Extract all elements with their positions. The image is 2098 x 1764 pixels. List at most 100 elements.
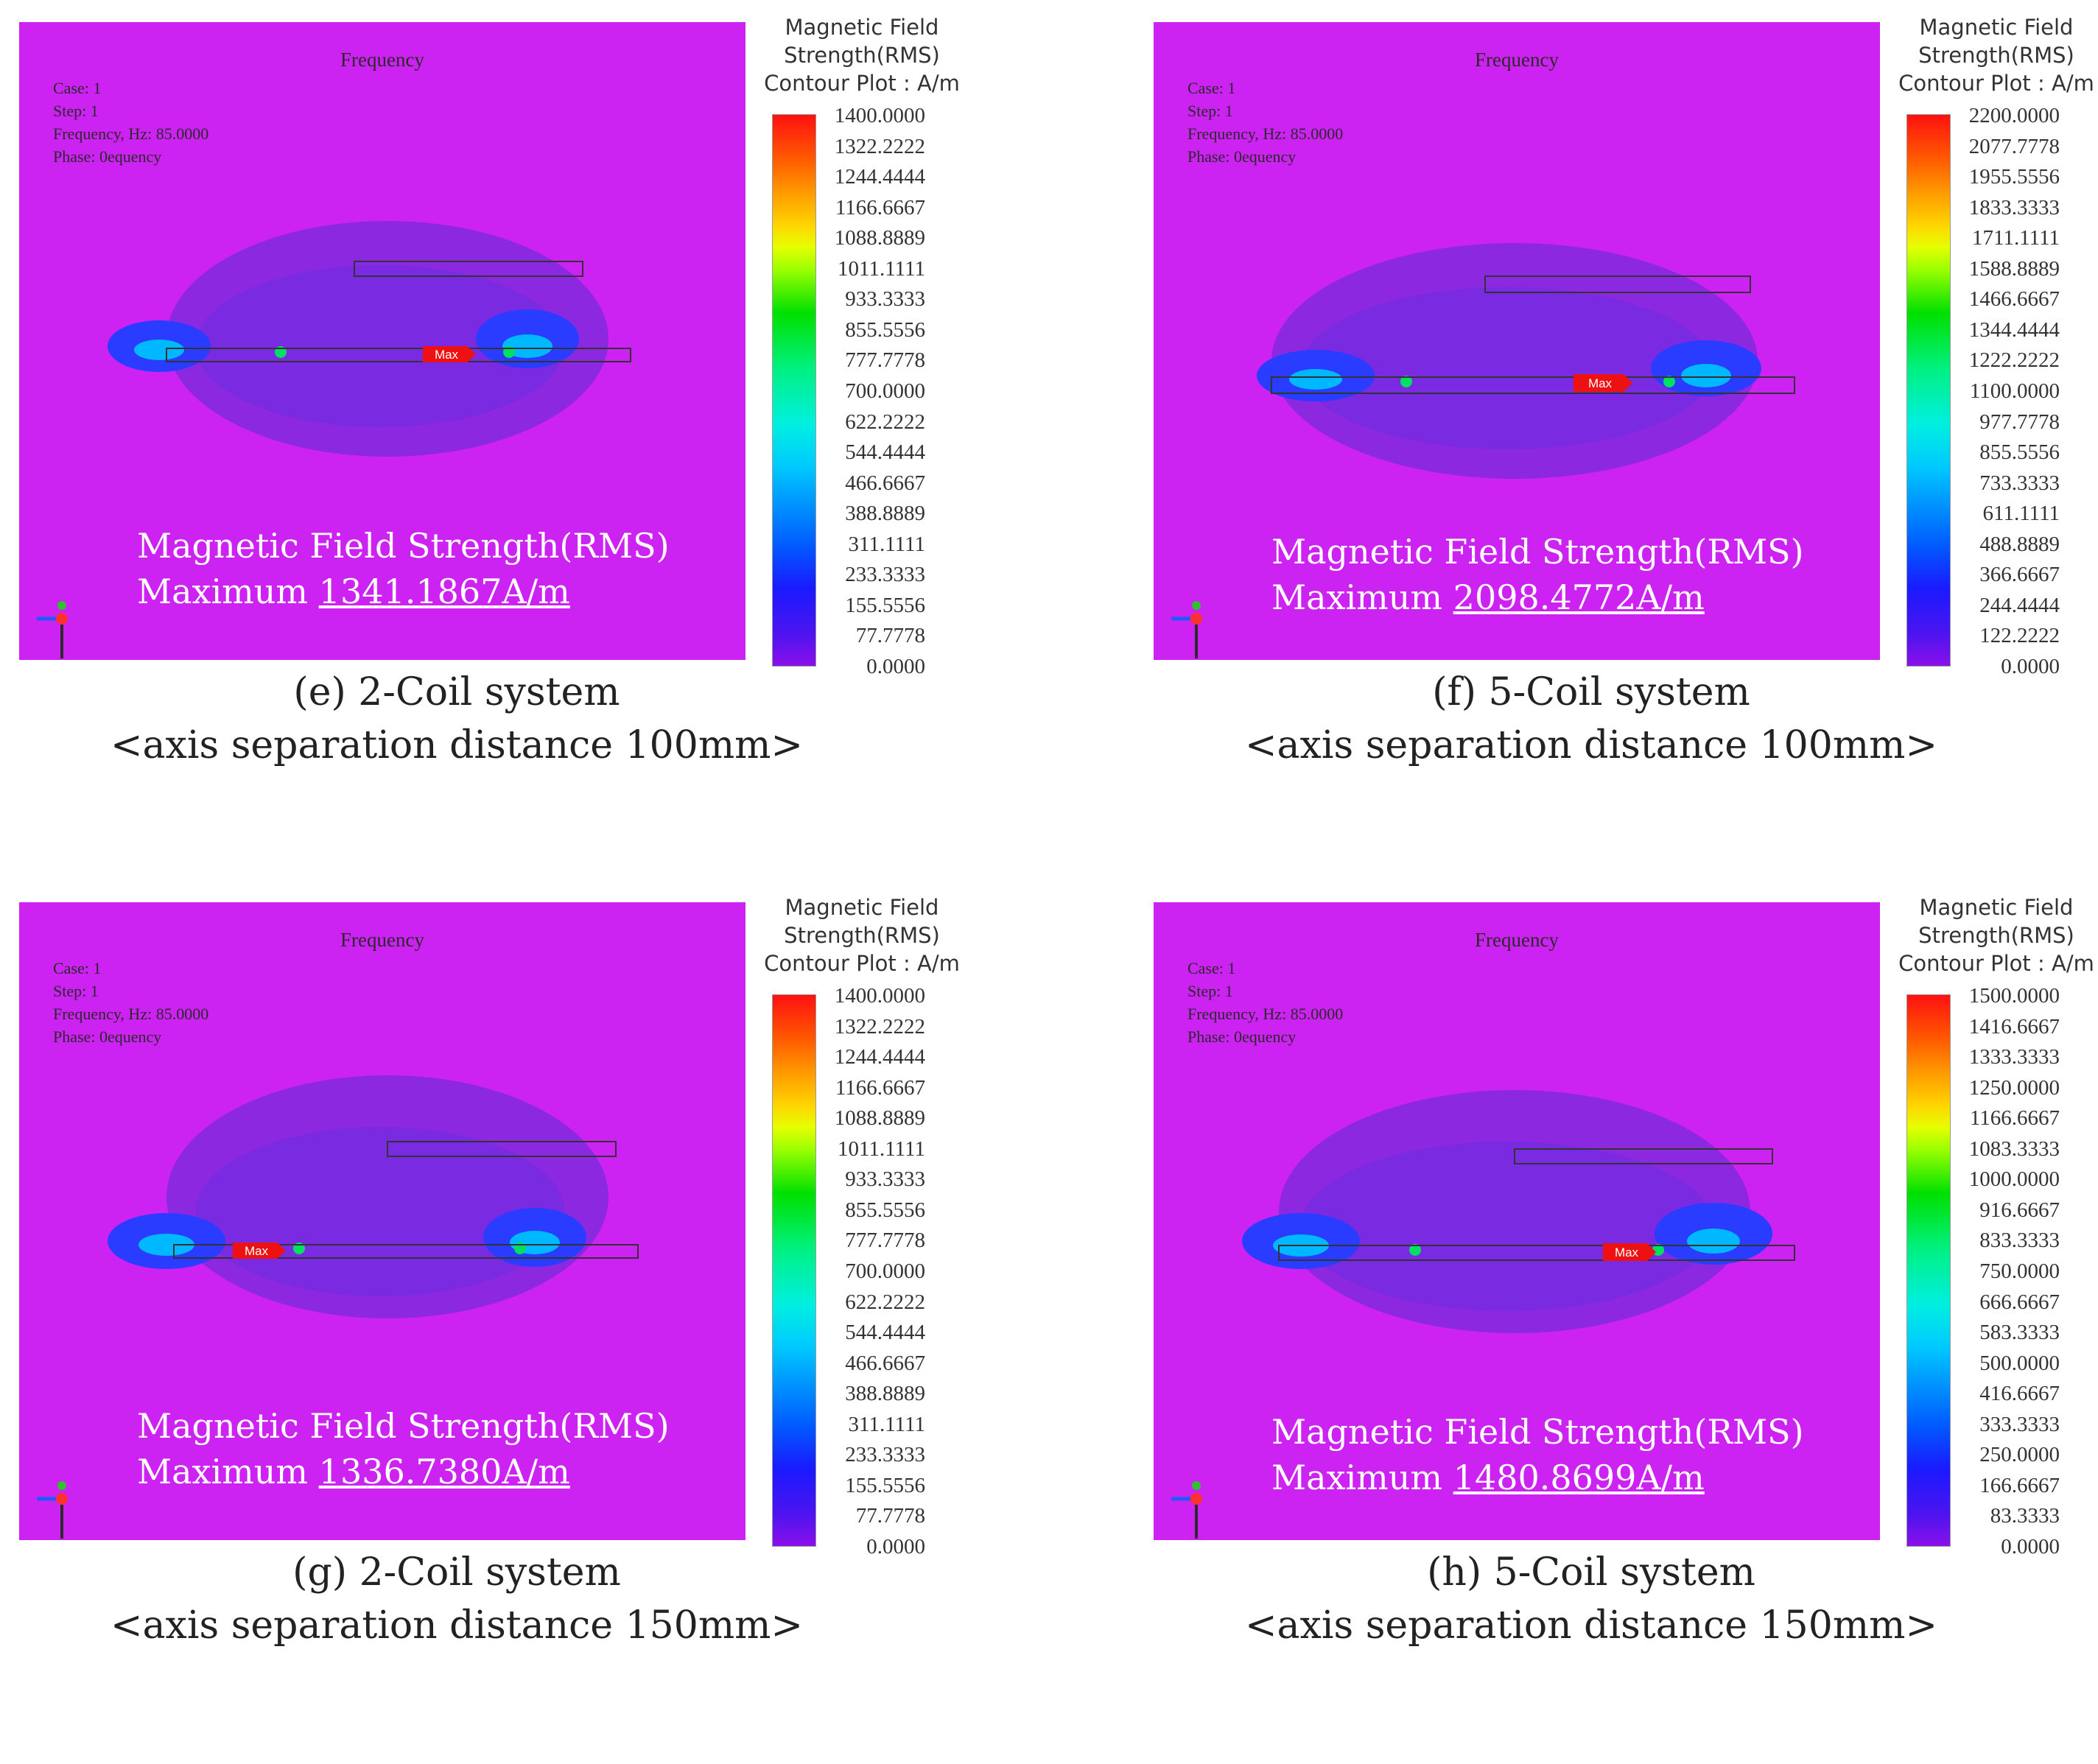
legend-tick: 1244.4444 xyxy=(834,165,925,189)
overlay-title: Magnetic Field Strength(RMS) xyxy=(1271,532,1804,572)
overlay-title: Magnetic Field Strength(RMS) xyxy=(1271,1412,1804,1452)
legend-title: Magnetic Field Strength(RMS) Contour Plo… xyxy=(1886,893,2098,977)
legend-tick: 1333.3333 xyxy=(1968,1045,2060,1069)
overlay-max-value: 1341.1867A/m xyxy=(318,572,570,611)
legend-tick: 466.6667 xyxy=(845,471,925,495)
caption-subtitle: <axis separation distance 100mm> xyxy=(110,723,804,767)
legend-tick: 311.1111 xyxy=(848,1412,925,1436)
frequency-label: Frequency xyxy=(340,49,424,71)
legend-tick: 1250.0000 xyxy=(1968,1075,2060,1100)
legend-tick: 1833.3333 xyxy=(1968,195,2060,219)
legend-tick: 750.0000 xyxy=(1979,1259,2060,1283)
legend-tick: 233.3333 xyxy=(845,1443,925,1467)
info-line: Phase: 0equency xyxy=(53,1027,162,1046)
legend-title-line: Strength(RMS) xyxy=(784,923,940,948)
legend-title: Magnetic Field Strength(RMS) Contour Plo… xyxy=(751,13,972,97)
field-contour-plot: Max Frequency Case: 1 Step: 1 Frequency,… xyxy=(19,22,745,660)
legend-tick: 0.0000 xyxy=(2001,1535,2060,1559)
legend-tick: 2077.7778 xyxy=(1968,134,2060,158)
legend-title-line: Contour Plot : A/m xyxy=(1898,71,2094,96)
colorbar xyxy=(772,114,816,667)
legend-tick: 1088.8889 xyxy=(834,226,925,250)
legend-title-line: Strength(RMS) xyxy=(1918,923,2074,948)
legend-tick: 77.7778 xyxy=(855,1504,925,1528)
info-line: Frequency, Hz: 85.0000 xyxy=(53,124,209,143)
info-line: Step: 1 xyxy=(53,102,99,120)
legend-tick: 1466.6667 xyxy=(1968,287,2060,312)
legend-title-line: Contour Plot : A/m xyxy=(764,71,960,96)
axis-triad-icon xyxy=(37,601,68,658)
legend-title-line: Contour Plot : A/m xyxy=(764,951,960,976)
overlay-maximum: Maximum 2098.4772A/m xyxy=(1271,574,1804,620)
caption-title: (e) 2-Coil system xyxy=(293,670,620,714)
legend-title-line: Strength(RMS) xyxy=(784,43,940,68)
panel-g: Max Frequency Case: 1 Step: 1 Frequency,… xyxy=(0,880,1134,1764)
info-line: Frequency, Hz: 85.0000 xyxy=(1187,124,1344,143)
legend-title-line: Contour Plot : A/m xyxy=(1898,951,2094,976)
legend-tick: 466.6667 xyxy=(845,1351,925,1375)
legend-tick: 544.4444 xyxy=(845,1321,925,1345)
overlay-maximum: Maximum 1341.1867A/m xyxy=(137,569,670,614)
legend-tick: 1322.2222 xyxy=(834,134,925,158)
max-field-overlay: Magnetic Field Strength(RMS) Maximum 148… xyxy=(1271,1409,1804,1500)
legend-tick: 1011.1111 xyxy=(838,256,925,281)
field-contour-plot: Max Frequency Case: 1 Step: 1 Frequency,… xyxy=(1154,902,1880,1540)
legend-tick: 0.0000 xyxy=(2001,655,2060,678)
field-contour-plot: Max Frequency Case: 1 Step: 1 Frequency,… xyxy=(1154,22,1880,660)
legend-tick: 777.7778 xyxy=(845,1229,925,1253)
legend-tick: 666.6667 xyxy=(1979,1290,2060,1314)
legend-tick: 500.0000 xyxy=(1979,1351,2060,1375)
legend-tick: 1166.6667 xyxy=(1969,1106,2060,1131)
legend-tick: 155.5556 xyxy=(845,1473,925,1497)
legend-tick: 244.4444 xyxy=(1979,593,2060,617)
legend-title-line: Strength(RMS) xyxy=(1918,43,2074,68)
legend-tick: 1244.4444 xyxy=(834,1045,925,1069)
axis-triad-icon xyxy=(1171,1481,1202,1539)
case-info: Case: 1 Step: 1 Frequency, Hz: 85.0000 P… xyxy=(53,957,208,1048)
colorbar xyxy=(772,994,816,1547)
overlay-prefix: Maximum xyxy=(1271,577,1453,617)
legend-tick: 622.2222 xyxy=(845,1290,925,1314)
legend-title-line: Magnetic Field xyxy=(1919,895,2074,920)
legend-tick: 83.3333 xyxy=(1990,1504,2060,1528)
legend-tick: 1344.4444 xyxy=(1968,317,2060,342)
legend-tick: 233.3333 xyxy=(845,563,925,587)
legend-title-line: Magnetic Field xyxy=(1919,15,2074,40)
legend-tick: 366.6667 xyxy=(1979,563,2060,587)
max-field-overlay: Magnetic Field Strength(RMS) Maximum 133… xyxy=(137,1403,670,1494)
legend-tick: 855.5556 xyxy=(1979,440,2060,465)
legend-tick: 1955.5556 xyxy=(1968,165,2060,189)
legend-tick: 333.3333 xyxy=(1979,1412,2060,1436)
panel-h: Max Frequency Case: 1 Step: 1 Frequency,… xyxy=(1134,880,2098,1764)
legend-tick: 833.3333 xyxy=(1979,1229,2060,1253)
legend-tick: 933.3333 xyxy=(845,287,925,312)
legend-tick: 1166.6667 xyxy=(835,195,925,219)
legend-tick: 1000.0000 xyxy=(1968,1167,2060,1192)
legend-tick: 700.0000 xyxy=(845,379,925,403)
max-marker-label: Max xyxy=(245,1244,269,1258)
max-marker xyxy=(1603,1243,1656,1261)
legend-tick: 1400.0000 xyxy=(834,984,925,1008)
caption-subtitle: <axis separation distance 150mm> xyxy=(1244,1603,1938,1648)
legend-tick: 855.5556 xyxy=(845,317,925,342)
legend-tick: 1011.1111 xyxy=(838,1136,925,1161)
info-line: Phase: 0equency xyxy=(1187,1027,1297,1046)
max-marker xyxy=(423,346,476,362)
caption-subtitle: <axis separation distance 150mm> xyxy=(110,1603,804,1648)
legend-tick: 733.3333 xyxy=(1979,471,2060,495)
legend-tick: 388.8889 xyxy=(845,1382,925,1406)
frequency-label: Frequency xyxy=(340,929,424,951)
legend-tick: 77.7778 xyxy=(855,624,925,648)
info-line: Frequency, Hz: 85.0000 xyxy=(53,1005,209,1023)
caption-title: (h) 5-Coil system xyxy=(1427,1550,1755,1595)
info-line: Case: 1 xyxy=(1187,79,1236,97)
panel-e: Max Frequency Case: 1 Step: 1 Frequency,… xyxy=(0,0,1134,884)
max-marker xyxy=(1574,374,1632,392)
legend-tick: 1711.1111 xyxy=(1972,226,2060,250)
legend-tick: 388.8889 xyxy=(845,502,925,526)
caption-title: (f) 5-Coil system xyxy=(1432,670,1750,714)
legend-tick: 1416.6667 xyxy=(1968,1014,2060,1039)
frequency-label: Frequency xyxy=(1475,49,1559,71)
legend-tick: 1588.8889 xyxy=(1968,256,2060,281)
legend-tick: 1088.8889 xyxy=(834,1106,925,1131)
